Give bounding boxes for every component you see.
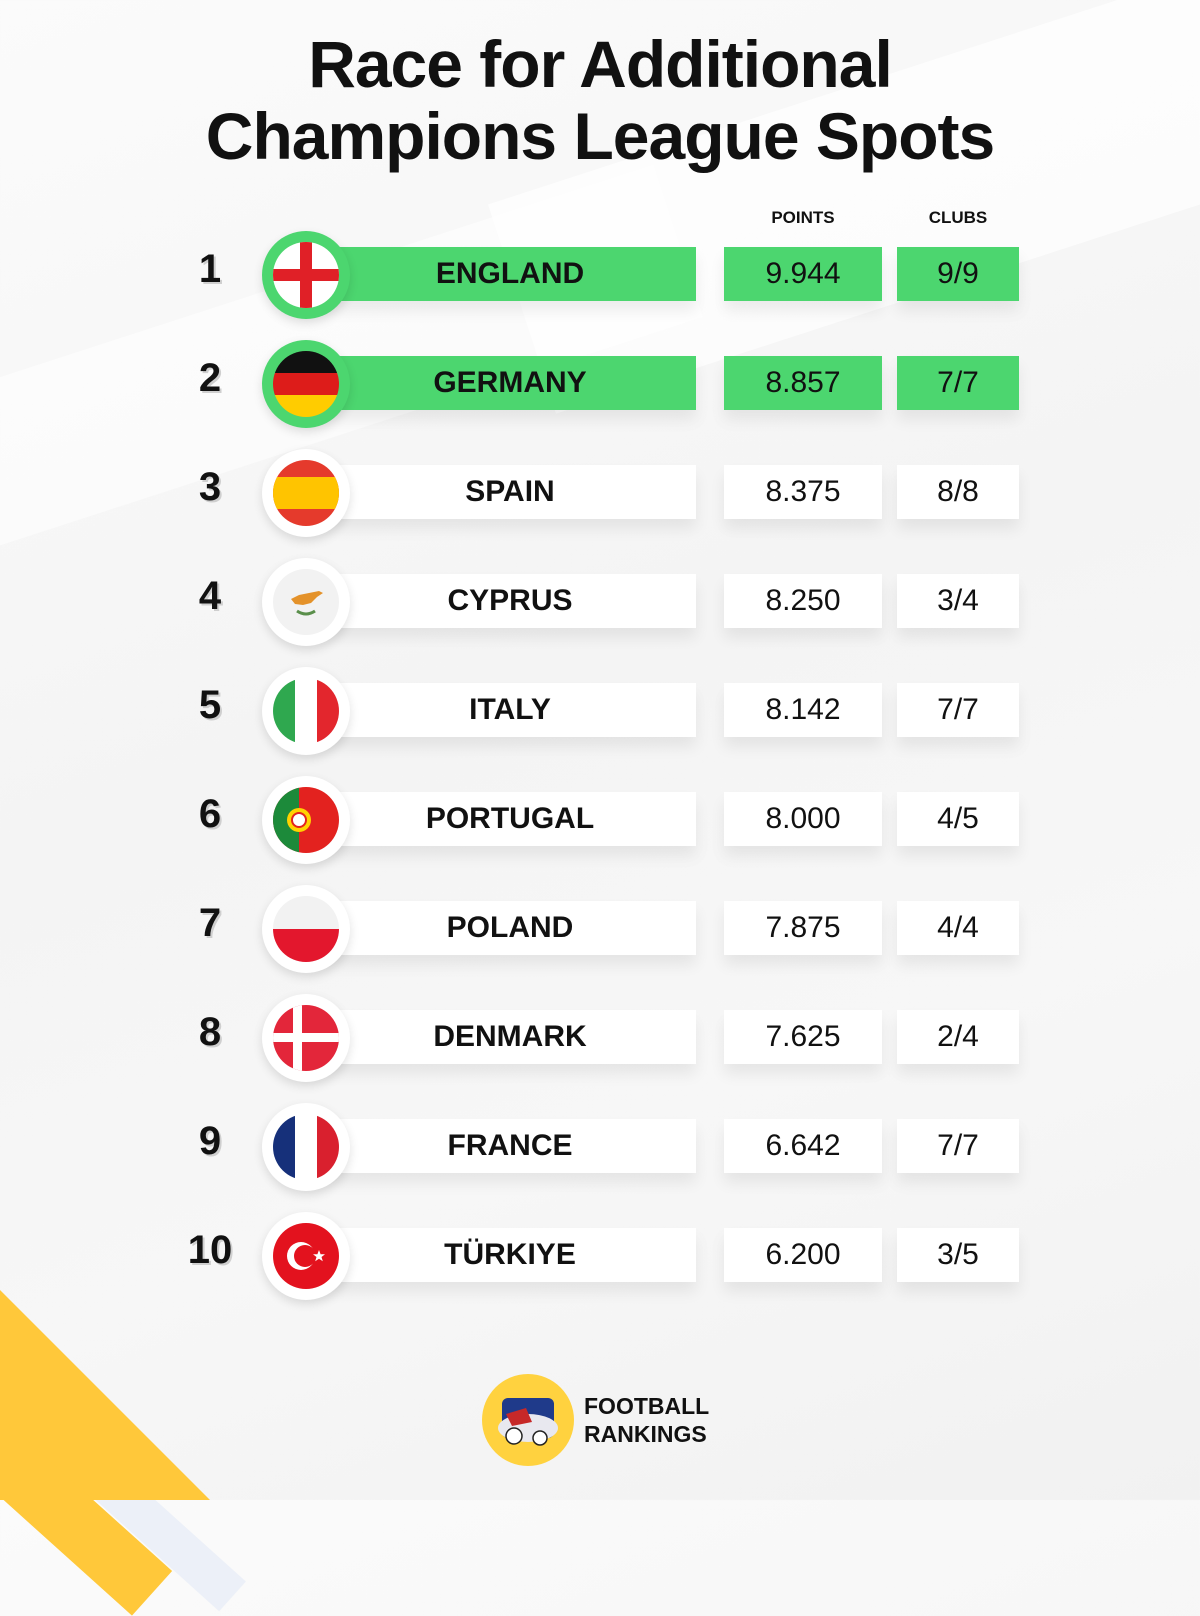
points-value: 8.375 xyxy=(724,465,882,519)
country-name-box xyxy=(300,1228,696,1282)
turkiye-flag-icon xyxy=(273,1223,339,1289)
rank-number: 7 xyxy=(198,901,222,945)
page-title: Race for Additional Champions League Spo… xyxy=(0,28,1200,172)
country-name-box xyxy=(300,792,696,846)
rank-number: 6 xyxy=(198,792,222,836)
rank-number: 1 xyxy=(198,247,222,291)
rank-number: 4 xyxy=(198,574,222,618)
country-name: POLAND xyxy=(446,911,574,944)
brand-name-line-1: FOOTBALL xyxy=(584,1393,710,1419)
country-name-box xyxy=(300,465,696,519)
country-name: GERMANY xyxy=(433,366,587,399)
ranking-row: 5 ITALY 8.142 7/7 xyxy=(0,665,1200,757)
points-value: 6.642 xyxy=(724,1119,882,1173)
country-name: FRANCE xyxy=(447,1129,573,1162)
ranking-row: 9 FRANCE 6.642 7/7 xyxy=(0,1101,1200,1193)
points-value: 8.857 xyxy=(724,356,882,410)
clubs-value: 2/4 xyxy=(897,1010,1019,1064)
country-name: CYPRUS xyxy=(447,584,573,617)
clubs-value: 8/8 xyxy=(897,465,1019,519)
ranking-row: 8 DENMARK 7.625 2/4 xyxy=(0,992,1200,1084)
spain-flag-icon xyxy=(273,460,339,526)
france-flag-icon xyxy=(273,1114,339,1180)
flag-ring xyxy=(262,1103,350,1191)
points-value: 8.000 xyxy=(724,792,882,846)
country-name-box xyxy=(300,1010,696,1064)
country-name-box xyxy=(300,1119,696,1173)
clubs-value: 9/9 xyxy=(897,247,1019,301)
rank-number: 5 xyxy=(198,683,222,727)
country-name: DENMARK xyxy=(433,1020,587,1053)
clubs-value: 7/7 xyxy=(897,1119,1019,1173)
ranking-row: 6 PORTUGAL 8.000 4/5 xyxy=(0,774,1200,866)
ranking-row: 7 POLAND 7.875 4/4 xyxy=(0,883,1200,975)
rank-number: 8 xyxy=(198,1010,222,1054)
clubs-value: 3/5 xyxy=(897,1228,1019,1282)
flag-ring xyxy=(262,231,350,319)
clubs-value: 4/5 xyxy=(897,792,1019,846)
points-value: 7.875 xyxy=(724,901,882,955)
rank-number: 9 xyxy=(198,1119,222,1163)
country-name-box xyxy=(300,574,696,628)
points-column-header: POINTS xyxy=(771,208,835,227)
country-name: ITALY xyxy=(469,693,551,726)
ranking-row: 3 SPAIN 8.375 8/8 xyxy=(0,447,1200,539)
flag-ring xyxy=(262,885,350,973)
points-value: 8.250 xyxy=(724,574,882,628)
country-name-box xyxy=(300,683,696,737)
page-title-line-1: Race for Additional xyxy=(308,27,893,101)
flag-ring xyxy=(262,340,350,428)
country-name: TÜRKIYE xyxy=(444,1238,576,1271)
clubs-value: 7/7 xyxy=(897,356,1019,410)
rank-number: 3 xyxy=(198,465,222,509)
clubs-value: 4/4 xyxy=(897,901,1019,955)
football-rankings-logo-icon xyxy=(482,1374,574,1466)
points-value: 6.200 xyxy=(724,1228,882,1282)
germany-flag-icon xyxy=(273,351,339,417)
country-name: ENGLAND xyxy=(435,257,585,290)
ranking-row: 1 ENGLAND 9.944 9/9 xyxy=(0,229,1200,321)
country-name-box xyxy=(300,247,696,301)
ranking-row: 4 CYPRUS 8.250 3/4 xyxy=(0,556,1200,648)
clubs-value: 3/4 xyxy=(897,574,1019,628)
flag-ring xyxy=(262,449,350,537)
country-name: SPAIN xyxy=(465,475,555,508)
ranking-row: 2 GERMANY 8.857 7/7 xyxy=(0,338,1200,430)
ranking-row: 10 TÜRKIYE 6.200 3/5 xyxy=(0,1210,1200,1302)
rank-number: 2 xyxy=(198,356,222,400)
clubs-value: 7/7 xyxy=(897,683,1019,737)
flag-ring xyxy=(262,994,350,1082)
points-value: 9.944 xyxy=(724,247,882,301)
brand-name: FOOTBALL RANKINGS xyxy=(584,1392,709,1448)
rank-number: 10 xyxy=(187,1228,233,1272)
clubs-column-header: CLUBS xyxy=(928,208,988,227)
england-flag-icon xyxy=(273,242,339,308)
flag-ring xyxy=(262,1212,350,1300)
points-value: 8.142 xyxy=(724,683,882,737)
flag-ring xyxy=(262,558,350,646)
country-name-box xyxy=(300,901,696,955)
country-name: PORTUGAL xyxy=(425,802,595,835)
italy-flag-icon xyxy=(273,678,339,744)
country-name-box xyxy=(300,356,696,410)
cyprus-flag-icon xyxy=(273,569,339,635)
page-title-line-2: Champions League Spots xyxy=(205,99,995,173)
flag-ring xyxy=(262,776,350,864)
flag-ring xyxy=(262,667,350,755)
points-value: 7.625 xyxy=(724,1010,882,1064)
denmark-flag-icon xyxy=(273,1005,339,1071)
brand-name-line-2: RANKINGS xyxy=(584,1421,707,1447)
